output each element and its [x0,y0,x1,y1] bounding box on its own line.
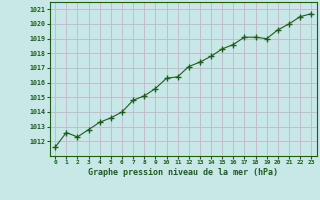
X-axis label: Graphe pression niveau de la mer (hPa): Graphe pression niveau de la mer (hPa) [88,168,278,177]
